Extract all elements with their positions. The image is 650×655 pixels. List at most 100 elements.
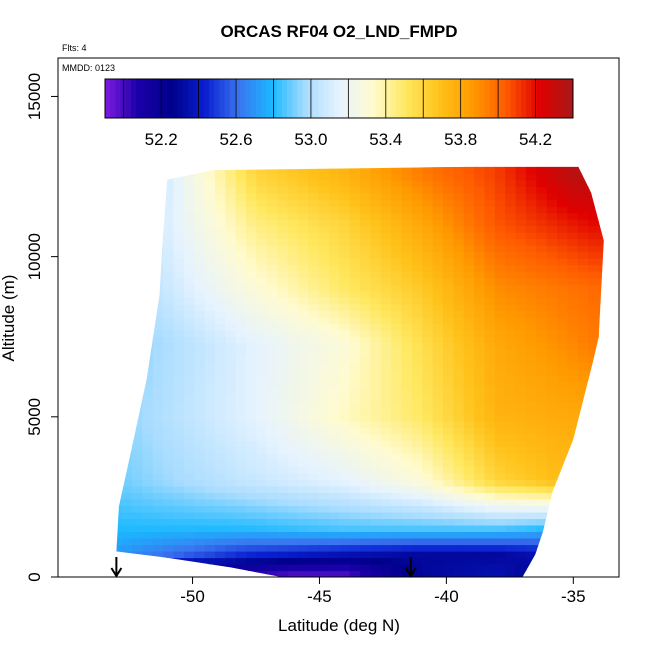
heat-cell xyxy=(266,388,278,396)
heat-cell xyxy=(349,453,361,461)
heat-cell xyxy=(494,277,506,285)
heat-cell xyxy=(318,251,330,259)
heat-cell xyxy=(142,440,154,448)
heat-cell xyxy=(463,414,475,422)
heat-cell xyxy=(536,446,548,454)
heat-cell xyxy=(163,544,175,552)
heat-cell xyxy=(308,472,320,480)
heat-cell xyxy=(360,505,372,513)
y-tick-label: 0 xyxy=(25,572,44,581)
heat-cell xyxy=(474,518,486,526)
heat-cell xyxy=(525,427,537,435)
heat-cell xyxy=(256,485,268,493)
heat-cell xyxy=(432,433,444,441)
heat-cell xyxy=(474,258,486,266)
heat-cell xyxy=(391,284,403,292)
heat-cell xyxy=(432,394,444,402)
heat-cell xyxy=(183,349,195,357)
heat-cell xyxy=(256,557,268,565)
heat-cell xyxy=(453,349,465,357)
heat-cell xyxy=(401,355,413,363)
heat-cell xyxy=(536,167,548,175)
heat-cell xyxy=(266,570,278,577)
heat-cell xyxy=(204,407,216,415)
heat-cell xyxy=(577,206,589,214)
colorbar-swatch xyxy=(474,79,480,118)
heat-cell xyxy=(525,186,537,194)
heat-cell xyxy=(463,166,475,168)
heat-cell xyxy=(557,277,568,285)
heat-cell xyxy=(391,381,403,389)
heat-cell xyxy=(525,316,537,324)
heat-cell xyxy=(297,362,309,370)
heat-cell xyxy=(546,472,558,480)
heat-cell xyxy=(422,570,434,577)
heat-cell xyxy=(235,407,247,415)
heat-cell xyxy=(163,251,175,259)
heat-cell xyxy=(380,368,392,376)
heat-cell xyxy=(256,167,268,175)
heat-cell xyxy=(329,271,340,279)
heat-cell xyxy=(432,251,444,259)
heat-cell xyxy=(515,407,527,415)
heat-cell xyxy=(370,551,382,559)
heat-cell xyxy=(432,323,444,331)
heat-cell xyxy=(173,186,185,194)
heat-cell xyxy=(515,388,527,396)
heat-cell xyxy=(515,316,527,324)
heat-cell xyxy=(235,238,247,246)
heat-cell xyxy=(204,433,216,441)
colorbar-swatch xyxy=(261,79,267,118)
heat-cell xyxy=(339,206,351,214)
heat-cell xyxy=(557,232,568,240)
heat-cell xyxy=(380,297,392,305)
heat-cell xyxy=(494,219,506,227)
heat-cell xyxy=(152,544,164,552)
heat-cell xyxy=(443,225,454,233)
heat-cell xyxy=(329,284,340,292)
heat-cell xyxy=(515,290,527,298)
heat-cell xyxy=(525,329,537,337)
heat-cell xyxy=(380,427,392,435)
heat-cell xyxy=(525,433,537,441)
heat-cell xyxy=(567,407,579,415)
heat-cell xyxy=(225,193,237,201)
heat-cell xyxy=(277,544,289,552)
heat-cell xyxy=(349,459,361,467)
heat-cell xyxy=(391,570,403,577)
heat-cell xyxy=(215,316,226,324)
heat-cell xyxy=(411,316,423,324)
heat-cell xyxy=(266,524,278,532)
heat-cell xyxy=(505,238,517,246)
heat-cell xyxy=(225,498,237,506)
heat-cell xyxy=(411,538,423,546)
heat-cell xyxy=(360,284,372,292)
heat-cell xyxy=(287,544,299,552)
heat-cell xyxy=(525,342,537,350)
heat-cell xyxy=(536,219,548,227)
heat-cell xyxy=(297,381,309,389)
heat-cell xyxy=(422,297,434,305)
heat-cell xyxy=(308,459,320,467)
heat-cell xyxy=(401,459,413,467)
heat-cell xyxy=(505,485,517,493)
heat-cell xyxy=(329,258,340,266)
heat-cell xyxy=(515,336,527,344)
colorbar-swatch xyxy=(417,79,423,118)
heat-cell xyxy=(194,466,206,474)
heat-cell xyxy=(349,212,361,220)
heat-cell xyxy=(194,303,206,311)
colorbar-swatch xyxy=(422,79,428,118)
heat-cell xyxy=(525,472,537,480)
heat-cell xyxy=(505,498,517,506)
heat-cell xyxy=(370,303,382,311)
heat-cell xyxy=(588,303,600,311)
heat-cell xyxy=(116,518,123,526)
heat-cell xyxy=(546,212,558,220)
heat-cell xyxy=(546,466,558,474)
heat-cell xyxy=(577,297,589,305)
heat-cell xyxy=(152,394,164,402)
heat-cell xyxy=(588,342,600,350)
heat-cell xyxy=(183,524,195,532)
heat-cell xyxy=(225,225,237,233)
